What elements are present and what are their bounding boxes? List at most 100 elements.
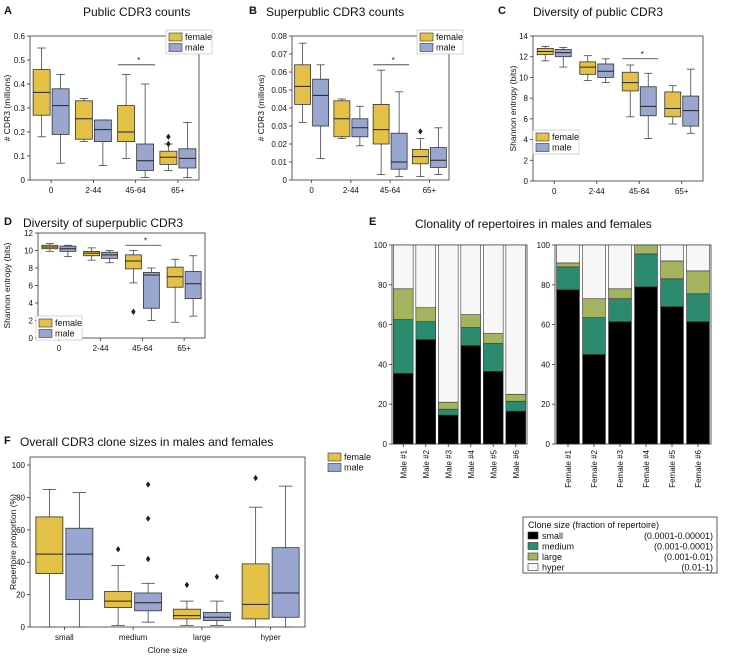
bar-segment-large	[660, 260, 684, 280]
y-tick-label: 40	[16, 558, 25, 567]
legend-title: Clone size (fraction of repertoire)	[528, 520, 659, 530]
legend-range-small: (0.0001-0.00001)	[644, 531, 713, 541]
panel-letter: C	[498, 5, 506, 17]
legend-label-hyper: hyper	[542, 563, 565, 573]
legend-label-female: female	[55, 318, 82, 328]
y-tick-label: 20	[16, 591, 25, 600]
legend-swatch-large	[527, 552, 539, 561]
box-iqr	[597, 63, 615, 78]
female-bar-group: 0 20 40 60 80 100 Female #1 Female #2 Female #3 F…	[537, 241, 712, 488]
bar-segment-large	[608, 288, 632, 300]
y-tick-label: 0	[29, 334, 34, 343]
y-tick-label: 100	[537, 241, 551, 250]
bar-segment-hyper	[686, 244, 710, 272]
box-iqr	[65, 527, 94, 600]
x-tick-label: 45-64	[629, 187, 650, 196]
male-box	[682, 68, 700, 134]
y-tick-label: 12	[24, 229, 33, 238]
legend-label-male: male	[344, 463, 364, 473]
box-iqr	[429, 147, 447, 168]
y-tick-label: 100	[374, 241, 388, 250]
bar-segment-hyper	[460, 244, 481, 315]
female-box	[536, 45, 554, 62]
x-axis-label: Clone size	[148, 645, 188, 655]
y-tick-label: 80	[378, 281, 387, 290]
significance-mark: *	[144, 236, 147, 245]
female-box	[104, 546, 133, 626]
bar-segment-large	[415, 307, 436, 322]
x-tick-label: hyper	[261, 633, 281, 642]
female-box	[411, 128, 429, 177]
legend-label-male: male	[552, 143, 572, 153]
box-iqr	[271, 547, 300, 618]
female-box	[117, 74, 136, 159]
outlier-point	[115, 546, 121, 553]
panel-letter: D	[4, 216, 12, 228]
legend-label-female: female	[185, 32, 212, 42]
male-box	[51, 74, 70, 164]
male-box	[65, 492, 94, 628]
x-tick-label: Female #2	[590, 449, 599, 487]
panel-a: A Public CDR3 counts 0 0.1 0.2 0.3 0.4 0.5 0.6 # …	[2, 5, 213, 195]
y-tick-label: 0	[383, 440, 388, 449]
bar-segment-large	[634, 244, 658, 255]
box-iqr	[136, 143, 155, 171]
female-box	[579, 55, 597, 81]
x-tick-label: 0	[49, 186, 54, 195]
legend-swatch-male	[168, 43, 183, 52]
x-tick-label: Male #5	[489, 449, 498, 478]
bar-segment-small	[460, 345, 481, 445]
box-iqr	[142, 271, 160, 309]
y-tick-label: 0	[21, 623, 26, 632]
box-iqr	[621, 71, 639, 92]
bar-segment-medium	[634, 253, 658, 288]
panel-f: F Overall CDR3 clone sizes in males and f…	[4, 435, 371, 655]
outlier-point	[145, 515, 151, 522]
legend-swatch-medium	[527, 542, 539, 550]
female-box	[166, 258, 184, 323]
outlier-point	[145, 555, 151, 563]
legend-label-female: female	[552, 132, 579, 142]
legend-swatch-male	[419, 43, 434, 52]
y-tick-label: 0.3	[14, 104, 26, 113]
bar-segment-small	[686, 321, 710, 445]
y-axis-label: Repertoire proportion (%)	[8, 494, 18, 590]
box-iqr	[117, 105, 136, 142]
bar-segment-medium	[608, 298, 632, 322]
bar-segment-medium	[415, 321, 436, 340]
box-iqr	[104, 590, 133, 608]
bar-segment-large	[556, 262, 580, 268]
female-box	[35, 488, 64, 628]
panel-title: Superpublic CDR3 counts	[266, 5, 404, 19]
y-tick-label: 0	[524, 177, 529, 186]
x-tick-label: Female #4	[642, 449, 651, 487]
bar-segment-small	[415, 339, 436, 445]
outlier-point	[418, 128, 423, 135]
x-tick-label: 65+	[177, 344, 191, 353]
y-tick-label: 60	[378, 321, 387, 330]
male-box	[142, 267, 160, 321]
y-tick-label: 0	[283, 176, 288, 185]
male-box	[202, 573, 231, 626]
y-tick-label: 4	[524, 136, 529, 145]
bar-segment-medium	[686, 293, 710, 322]
female-box	[83, 247, 101, 261]
bar-segment-hyper	[415, 244, 436, 308]
x-tick-label: medium	[119, 633, 148, 642]
outlier-point	[214, 573, 220, 581]
female-box	[241, 474, 270, 628]
box-iqr	[93, 119, 112, 143]
box-iqr	[184, 271, 202, 300]
x-tick-label: large	[193, 633, 211, 642]
bar-segment-hyper	[660, 244, 684, 262]
y-tick-label: 8	[524, 94, 529, 103]
bar-segment-medium	[556, 266, 580, 291]
legend-label-female: female	[436, 32, 463, 42]
male-box	[136, 83, 155, 179]
bar-segment-small	[660, 306, 684, 445]
